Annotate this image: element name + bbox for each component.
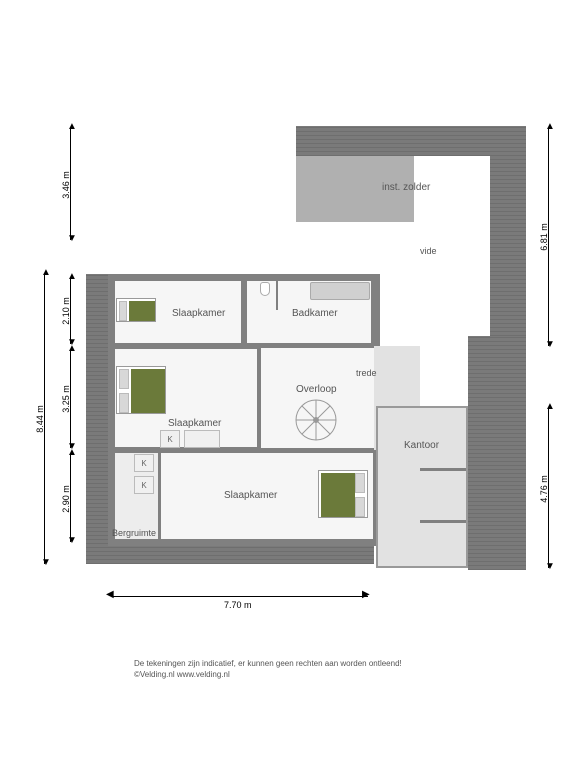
label-trede: trede	[356, 368, 377, 378]
arrow-icon: ▲	[545, 122, 555, 132]
kantoor-shelf1	[420, 468, 466, 471]
floorplan-canvas: K K K Slaapkamer Badkamer Slaapkamer Ove…	[0, 0, 576, 768]
label-badkamer: Badkamer	[292, 308, 338, 319]
label-bergruimte: Bergruimte	[112, 528, 156, 538]
sink-icon	[310, 282, 370, 300]
arrow-icon: ▲	[67, 448, 77, 458]
label-kantoor: Kantoor	[404, 440, 439, 451]
toilet-icon	[260, 282, 270, 296]
spiral-stair-icon	[294, 398, 338, 442]
disclaimer-line2: ©Velding.nl www.velding.nl	[134, 669, 402, 680]
closet-4	[184, 430, 220, 448]
dim-label-left-3: 2.90 m	[61, 485, 71, 513]
label-inst-zolder: inst. zolder	[382, 182, 430, 193]
blanket	[129, 301, 155, 321]
label-slaapkamer-3: Slaapkamer	[224, 490, 277, 501]
bed-1	[116, 298, 156, 322]
arrow-icon: ▼	[67, 234, 77, 244]
roof-top-left	[86, 274, 110, 564]
dim-bottom	[112, 596, 368, 597]
pillow	[355, 497, 365, 517]
arrow-icon: ▲	[67, 122, 77, 132]
roof-top-right-block	[296, 126, 526, 156]
arrow-icon: ▼	[545, 340, 555, 350]
bed-2	[116, 366, 166, 414]
arrow-icon: ▶	[362, 590, 370, 600]
dim-label-left-2: 3.25 m	[61, 385, 71, 413]
dim-label-top-right: 3.46 m	[61, 171, 71, 199]
closet-k-3: K	[134, 476, 154, 494]
dim-label-left-total: 8.44 m	[35, 405, 45, 433]
dim-label-bottom: 7.70 m	[224, 600, 252, 610]
arrow-icon: ▲	[67, 272, 77, 282]
disclaimer-text: De tekeningen zijn indicatief, er kunnen…	[134, 658, 402, 680]
arrow-icon: ▲	[545, 402, 555, 412]
arrow-icon: ▲	[67, 344, 77, 354]
arrow-icon: ▲	[41, 268, 51, 278]
pillow	[119, 393, 129, 413]
label-slaapkamer-2: Slaapkamer	[168, 418, 221, 429]
label-slaapkamer-1: Slaapkamer	[172, 308, 225, 319]
bed-3	[318, 470, 368, 518]
disclaimer-line1: De tekeningen zijn indicatief, er kunnen…	[134, 658, 402, 669]
roof-bottom-strip	[86, 544, 374, 564]
closet-label: K	[167, 435, 172, 444]
pillow	[119, 301, 127, 321]
dim-label-right-bottom: 4.76 m	[539, 475, 549, 503]
pillow	[355, 473, 365, 493]
label-overloop: Overloop	[296, 384, 337, 395]
closet-label: K	[141, 481, 146, 490]
arrow-icon: ▼	[41, 558, 51, 568]
dim-label-left-1: 2.10 m	[61, 297, 71, 325]
bathroom-partition	[276, 280, 278, 310]
arrow-icon: ▼	[545, 562, 555, 572]
roof-right-lower	[468, 336, 526, 570]
pillow	[119, 369, 129, 389]
closet-k-1: K	[160, 430, 180, 448]
label-vide: vide	[420, 246, 437, 256]
room-kantoor	[376, 406, 468, 568]
blanket	[131, 369, 165, 413]
dim-label-right-top: 6.81 m	[539, 223, 549, 251]
closet-label: K	[141, 459, 146, 468]
arrow-icon: ◀	[106, 590, 114, 600]
arrow-icon: ▼	[67, 536, 77, 546]
kantoor-shelf2	[420, 520, 466, 523]
closet-k-2: K	[134, 454, 154, 472]
blanket	[321, 473, 355, 517]
vide-area2	[296, 222, 414, 274]
roof-right-strip	[490, 156, 526, 336]
